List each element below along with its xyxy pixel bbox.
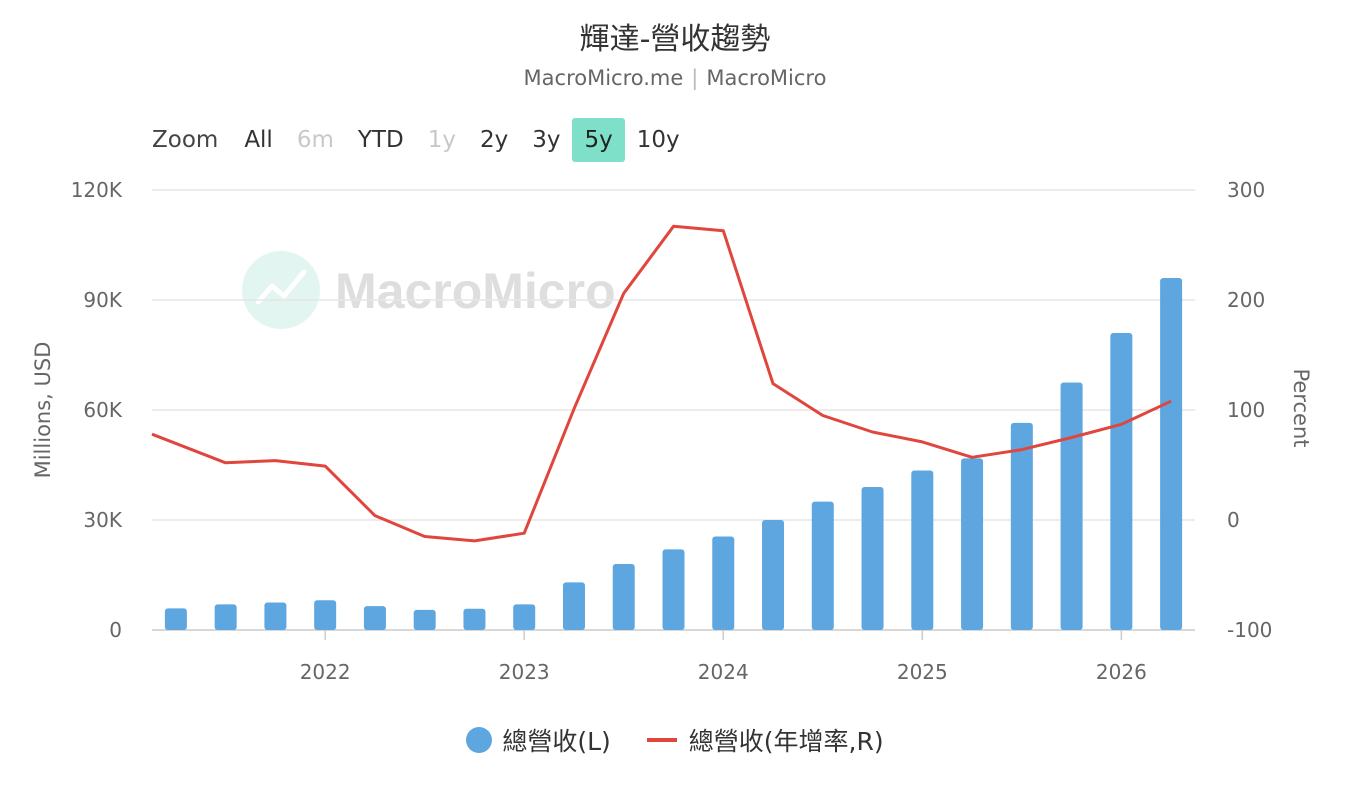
legend-line-icon [646,738,677,742]
source-separator: | [691,66,699,90]
revenue-bar [314,600,337,630]
revenue-bar [264,602,287,630]
chart-legend: 總營收(L) 總營收(年增率,R) [0,722,1350,758]
x-tick-label: 2026 [1096,660,1147,684]
source-site[interactable]: MacroMicro.me [523,66,684,90]
watermark-logo-icon [242,251,320,329]
y-left-axis-title: Millions, USD [31,342,55,479]
y-right-tick-label: 0 [1227,508,1240,532]
range-button-5y[interactable]: 5y [572,118,625,162]
y-right-axis-title: Percent [1289,368,1313,447]
zoom-label: Zoom [152,127,219,153]
legend-label-yoy: 總營收(年增率,R) [688,727,884,756]
revenue-bar [1010,422,1033,630]
revenue-bar [861,487,884,630]
chart-subtitle: MacroMicro.me | MacroMicro [0,66,1350,90]
revenue-bar [463,608,486,630]
range-button-10y[interactable]: 10y [636,127,680,153]
range-button-3y[interactable]: 3y [532,127,561,153]
revenue-bar [413,609,436,630]
chart-title: 輝達-營收趨勢 [579,22,771,57]
y-left-tick-label: 90K [83,288,122,312]
y-left-tick-label: 0 [109,618,122,642]
y-left-tick-label: 30K [83,508,122,532]
x-tick-label: 2022 [300,660,351,684]
revenue-bar [712,536,735,630]
range-button-2y[interactable]: 2y [479,127,509,153]
revenue-bar [961,458,984,630]
revenue-bar [363,606,386,630]
y-left-tick-label: 60K [83,398,122,422]
y-right-tick-label: -100 [1227,618,1272,642]
range-button-ytd[interactable]: YTD [357,127,404,153]
x-tick-label: 2024 [698,660,749,684]
legend-dot-icon [466,727,493,753]
revenue-bar [164,608,187,630]
revenue-bar [612,564,635,630]
y-right-tick-label: 100 [1227,398,1265,422]
revenue-bar [811,501,834,630]
watermark-chart-icon [255,269,307,305]
yoy-growth-line [151,224,1172,543]
revenue-bar [662,549,685,630]
y-right-tick-label: 300 [1227,178,1265,202]
revenue-bar [1160,278,1183,630]
y-right-tick-label: 200 [1227,288,1265,312]
x-tick-label: 2025 [897,660,948,684]
chart-plot: MacroMicro 0 30K 60K 90K 120K -100 0 100 200 300 20… [31,178,1313,684]
range-button-6m: 6m [296,127,334,153]
revenue-bar [1060,382,1083,630]
revenue-bar [911,470,934,630]
range-button-all[interactable]: All [244,127,273,153]
y-left-tick-label: 120K [71,178,123,202]
range-selector: Zoom All 6m YTD 1y 2y 3y 5y 10y [152,118,692,162]
legend-item-revenue[interactable]: 總營收(L) [466,722,611,758]
range-button-1y: 1y [427,127,456,153]
revenue-bar [513,604,536,630]
revenue-bar [562,582,585,630]
legend-item-yoy[interactable]: 總營收(年增率,R) [646,722,884,758]
source-name[interactable]: MacroMicro [706,66,827,90]
revenue-bar [1110,333,1133,630]
revenue-bar [762,520,785,630]
watermark-text: MacroMicro [335,263,616,319]
x-tick-label: 2023 [499,660,550,684]
legend-label-revenue: 總營收(L) [502,727,611,756]
revenue-bar [214,604,237,630]
